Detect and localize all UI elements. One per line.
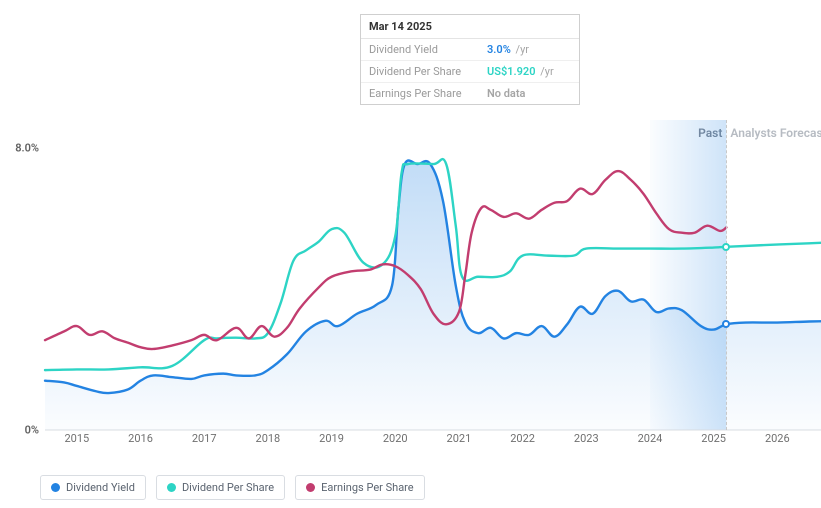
x-tick-label: 2019 [319, 432, 344, 445]
legend-item-dividend-per-share[interactable]: Dividend Per Share [156, 475, 285, 500]
tooltip-row: Dividend Per Share US$1.920 /yr [361, 61, 579, 83]
legend-item-dividend-yield[interactable]: Dividend Yield [40, 475, 146, 500]
tooltip-row-label: Dividend Yield [369, 43, 479, 56]
legend-dot [167, 483, 176, 492]
chart-svg [45, 120, 821, 430]
x-axis: 2015 2016 2017 2018 2019 2020 2021 2022 2023 2024… [45, 430, 821, 448]
legend-dot [51, 483, 60, 492]
x-tick-label: 2021 [447, 432, 472, 445]
hover-line [726, 120, 727, 430]
x-tick-label: 2016 [128, 432, 153, 445]
tooltip-row-value: US$1.920 /yr [487, 65, 554, 78]
x-tick-label: 2025 [701, 432, 726, 445]
x-tick-label: 2023 [574, 432, 599, 445]
hover-dot [722, 320, 730, 328]
legend-label: Earnings Per Share [321, 481, 414, 494]
legend-item-earnings-per-share[interactable]: Earnings Per Share [295, 475, 425, 500]
tooltip-row-label: Earnings Per Share [369, 87, 479, 100]
x-tick-label: 2020 [383, 432, 408, 445]
legend-dot [306, 483, 315, 492]
hover-tooltip: Mar 14 2025 Dividend Yield3.0% /yrDivide… [360, 14, 580, 105]
y-tick-label: 8.0% [15, 142, 39, 155]
x-tick-label: 2026 [765, 432, 790, 445]
tooltip-row: Earnings Per Share No data [361, 83, 579, 104]
x-tick-label: 2024 [638, 432, 663, 445]
tooltip-date: Mar 14 2025 [361, 15, 579, 39]
plot-area[interactable]: Past Analysts Forecasts [45, 120, 821, 430]
tooltip-row: Dividend Yield 3.0% /yr [361, 39, 579, 61]
legend-label: Dividend Per Share [182, 481, 274, 494]
tooltip-row-value: No data [487, 87, 525, 100]
tooltip-row-label: Dividend Per Share [369, 65, 479, 78]
hover-dot [722, 243, 730, 251]
x-tick-label: 2017 [192, 432, 217, 445]
legend: Dividend Yield Dividend Per Share Earnings… [40, 475, 425, 500]
x-tick-label: 2018 [256, 432, 281, 445]
tooltip-row-value: 3.0% /yr [487, 43, 529, 56]
legend-label: Dividend Yield [66, 481, 135, 494]
y-tick-label: 0% [25, 424, 39, 437]
x-tick-label: 2022 [510, 432, 535, 445]
x-tick-label: 2015 [64, 432, 89, 445]
